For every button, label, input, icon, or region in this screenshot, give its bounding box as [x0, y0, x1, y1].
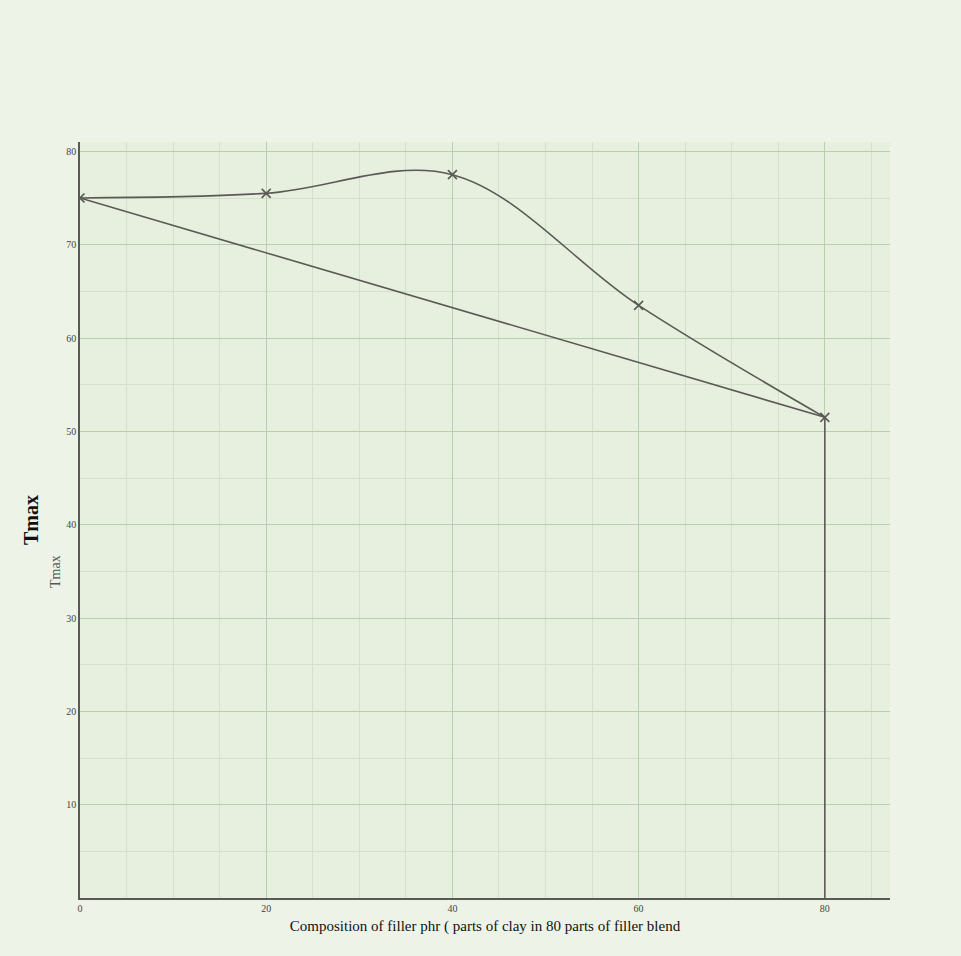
svg-text:80: 80: [820, 903, 830, 914]
svg-text:40: 40: [66, 519, 76, 530]
svg-text:70: 70: [66, 239, 76, 250]
svg-text:Composition of filler phr ( pa: Composition of filler phr ( parts of cla…: [290, 918, 681, 935]
svg-text:10: 10: [66, 799, 76, 810]
svg-text:60: 60: [634, 903, 644, 914]
svg-text:50: 50: [66, 426, 76, 437]
svg-text:20: 20: [66, 706, 76, 717]
svg-text:80: 80: [66, 146, 76, 157]
svg-text:60: 60: [66, 333, 76, 344]
svg-text:0: 0: [78, 903, 83, 914]
svg-text:20: 20: [261, 903, 271, 914]
svg-text:30: 30: [66, 613, 76, 624]
svg-text:40: 40: [447, 903, 457, 914]
svg-text:Tmax: Tmax: [48, 555, 63, 588]
svg-text:Tmax: Tmax: [20, 495, 42, 545]
